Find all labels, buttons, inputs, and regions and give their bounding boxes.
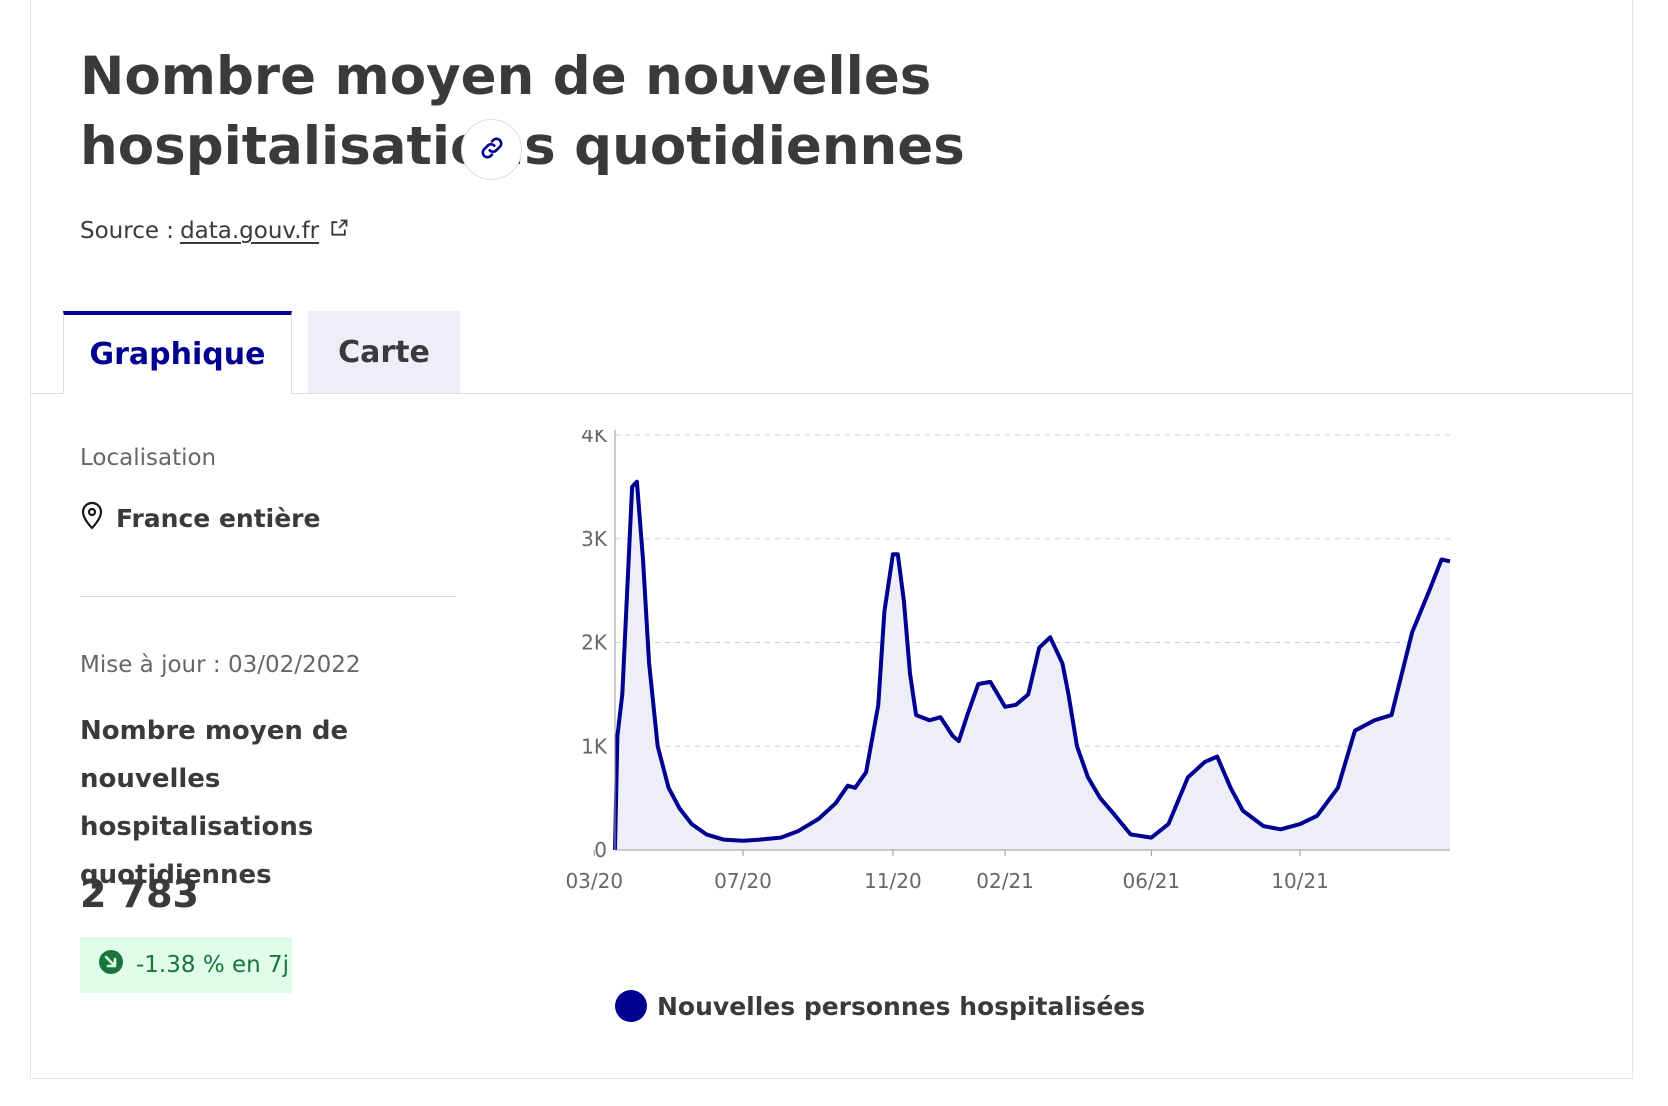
series-line bbox=[613, 479, 1451, 851]
tab-graphique[interactable]: Graphique bbox=[63, 311, 292, 394]
y-tick-label: 2K bbox=[581, 631, 608, 655]
chart-legend: Nouvelles personnes hospitalisées bbox=[615, 990, 1145, 1022]
update-date: Mise à jour : 03/02/2022 bbox=[80, 652, 361, 678]
source-line: Source : data.gouv.fr bbox=[80, 218, 349, 244]
legend-marker bbox=[615, 990, 647, 1022]
y-tick-label: 1K bbox=[581, 734, 608, 758]
kpi-value: 2 783 bbox=[80, 872, 199, 916]
legend-label: Nouvelles personnes hospitalisées bbox=[657, 991, 1146, 1021]
y-tick-label: 3K bbox=[581, 527, 608, 551]
location-label: Localisation bbox=[80, 445, 217, 471]
y-tick-label: 0 bbox=[594, 838, 607, 862]
trend-text: -1.38 % en 7j bbox=[136, 952, 290, 978]
series-area bbox=[615, 481, 1450, 850]
arrow-down-right-icon bbox=[98, 949, 124, 981]
sidebar-divider bbox=[80, 596, 456, 597]
x-tick-label: 07/20 bbox=[714, 869, 772, 893]
source-label: Source : bbox=[80, 218, 175, 244]
x-tick-label: 02/21 bbox=[976, 869, 1034, 893]
external-link-icon bbox=[329, 218, 349, 244]
trend-badge: -1.38 % en 7j bbox=[80, 937, 292, 993]
x-tick-label: 03/20 bbox=[565, 869, 623, 893]
y-tick-label: 4K bbox=[581, 430, 608, 447]
tab-list: Graphique Carte bbox=[63, 311, 460, 394]
hospitalisations-chart: 0 1K 2K 3K 4K 03/20 07/20 11/20 02/21 06/21 10/21 bbox=[565, 430, 1451, 893]
location-selector[interactable]: France entière bbox=[80, 500, 320, 536]
tab-divider bbox=[30, 393, 1633, 394]
indicator-card bbox=[30, 0, 1633, 1079]
source-link-text: data.gouv.fr bbox=[180, 218, 320, 244]
link-icon bbox=[478, 134, 506, 166]
copy-link-button[interactable] bbox=[461, 119, 522, 180]
x-tick-label: 06/21 bbox=[1123, 869, 1181, 893]
x-tick-label: 10/21 bbox=[1271, 869, 1329, 893]
x-tick-label: 11/20 bbox=[864, 869, 922, 893]
tab-carte[interactable]: Carte bbox=[308, 311, 460, 394]
source-link[interactable]: data.gouv.fr bbox=[180, 218, 349, 244]
page-title: Nombre moyen de nouvelles hospitalisatio… bbox=[80, 46, 965, 177]
kpi-label: Nombre moyen de nouvelles hospitalisatio… bbox=[80, 716, 349, 890]
map-pin-icon bbox=[80, 500, 104, 536]
location-value: France entière bbox=[116, 503, 321, 533]
